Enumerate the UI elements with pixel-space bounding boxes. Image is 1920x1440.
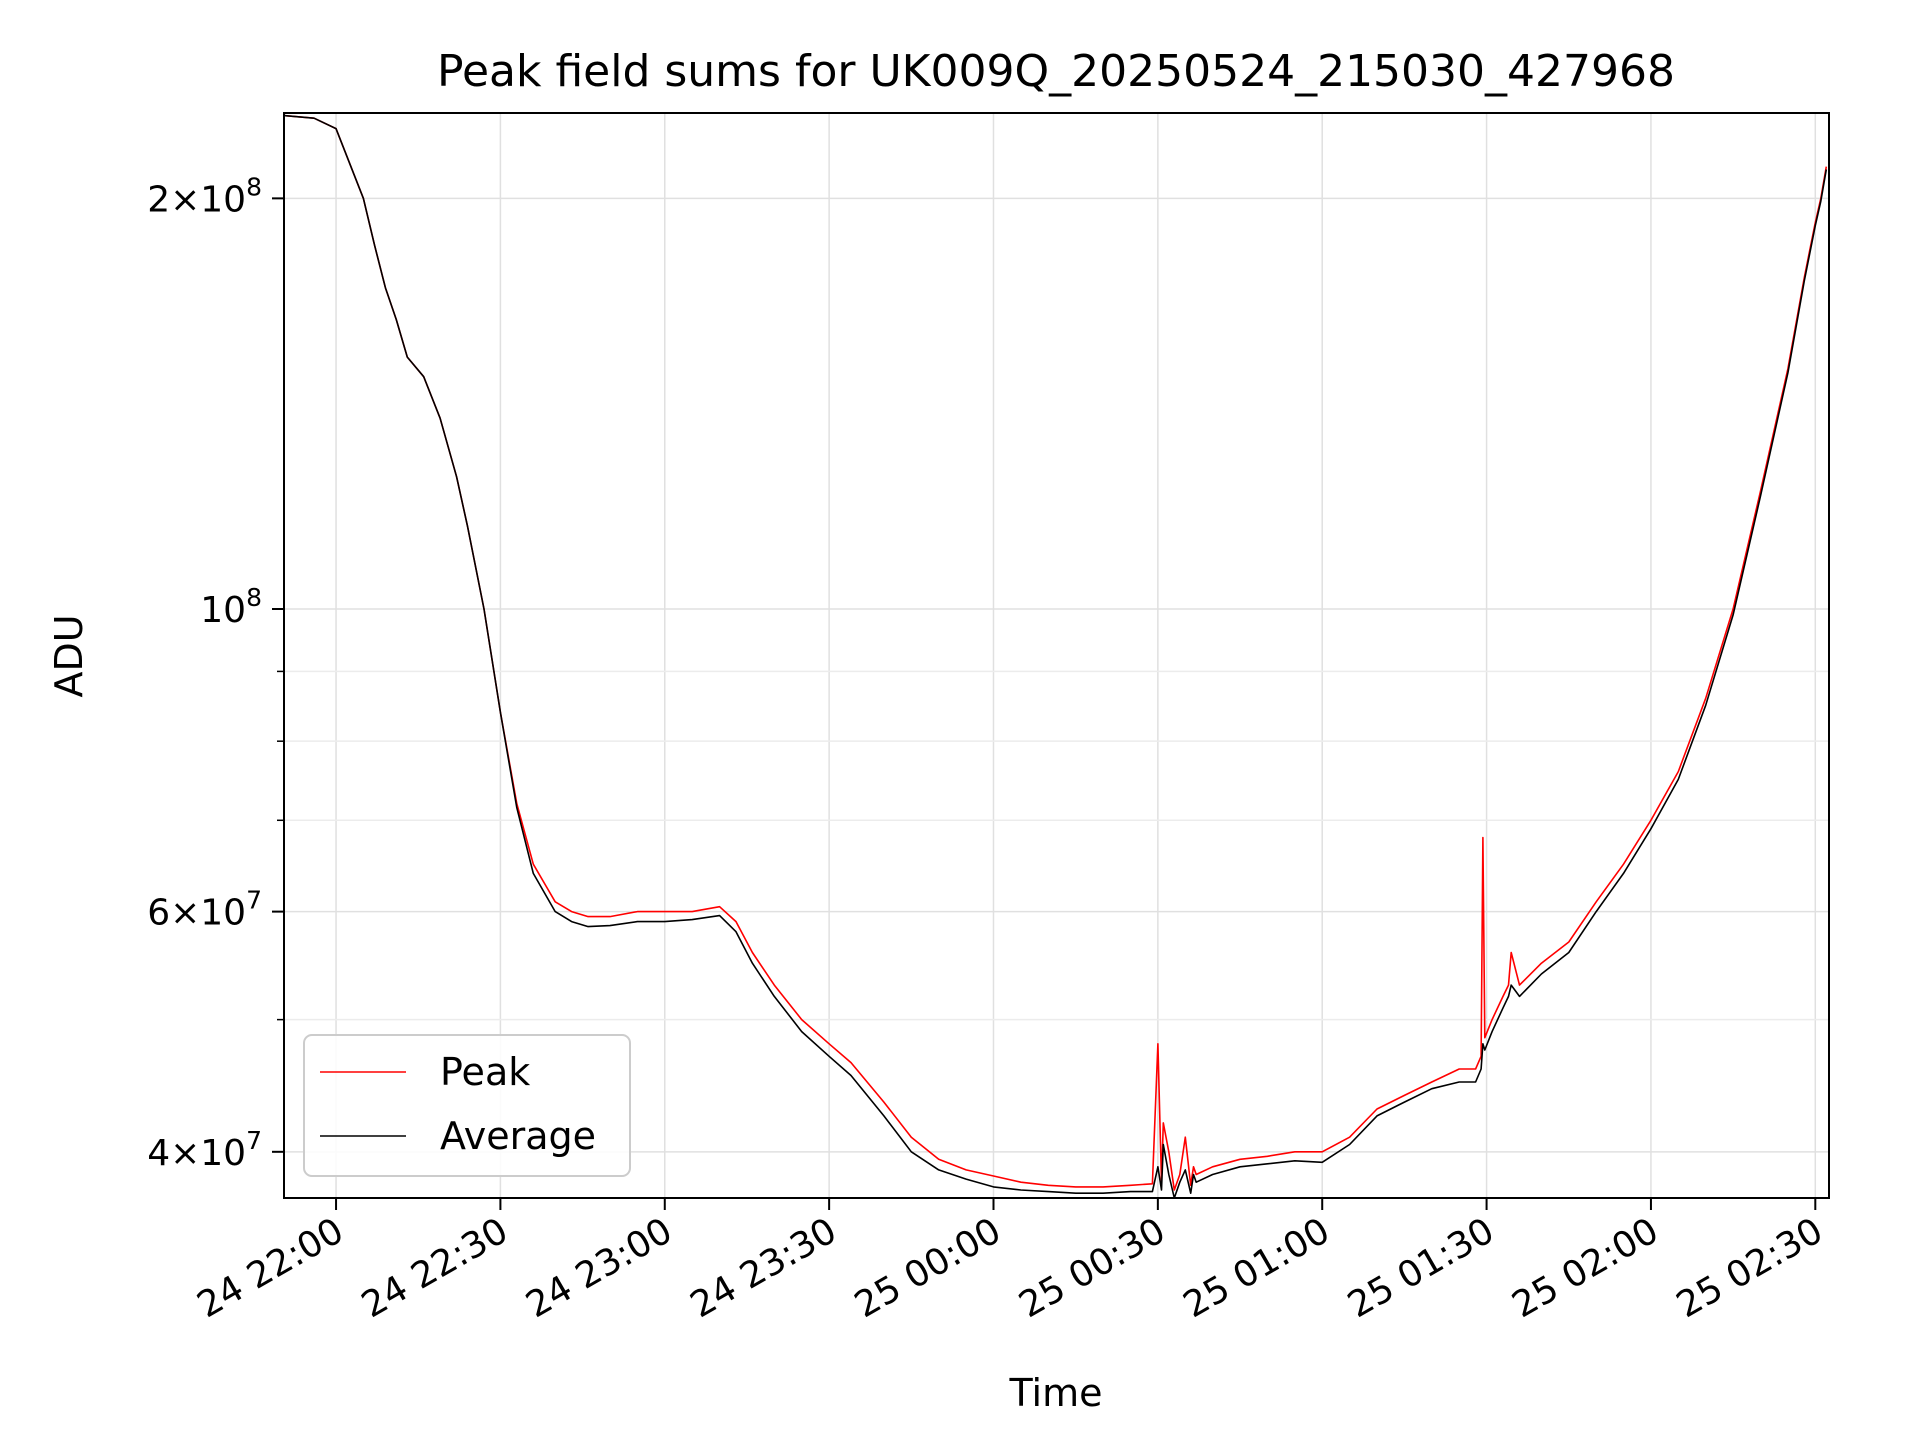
- series-layer: [283, 114, 1828, 1199]
- series-line-average: [283, 114, 1828, 1199]
- legend-box: [303, 1034, 631, 1177]
- plot-area-frame: [283, 112, 1830, 1199]
- y-tick-label: 4×107: [147, 1126, 262, 1174]
- legend-label-peak: Peak: [440, 1050, 530, 1094]
- y-tick-label: 6×107: [147, 886, 262, 934]
- grid: [284, 113, 1829, 1198]
- legend-label-average: Average: [440, 1114, 596, 1158]
- legend: Peak Average: [303, 1034, 631, 1177]
- chart-title: Peak field sums for UK009Q_20250524_2150…: [437, 46, 1675, 97]
- y-axis-label: ADU: [47, 614, 91, 697]
- y-tick-label: 108: [200, 583, 262, 631]
- x-axis-label: Time: [1009, 1371, 1103, 1415]
- y-tick-label: 2×108: [147, 172, 262, 220]
